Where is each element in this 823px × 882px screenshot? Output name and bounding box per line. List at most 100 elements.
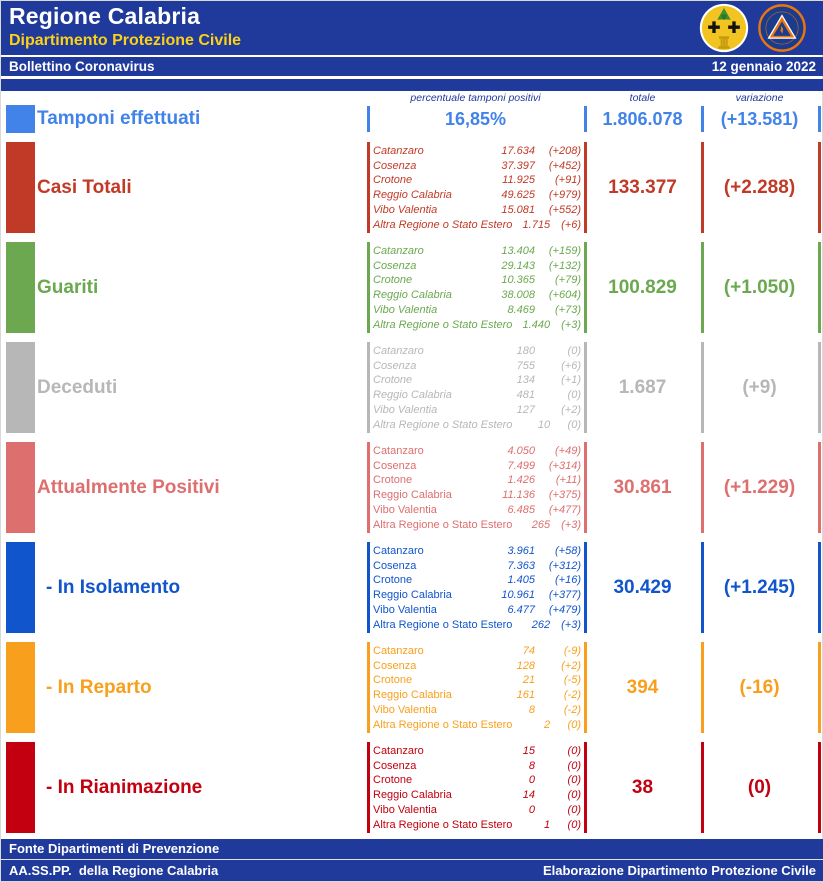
category-variation: (+2.288) bbox=[723, 177, 796, 198]
province-variation: (+3) bbox=[561, 518, 581, 531]
category-color-block bbox=[6, 142, 35, 233]
calabria-region-logo bbox=[699, 3, 749, 53]
province-row: Crotone 1.405 (+16) bbox=[373, 573, 581, 588]
province-name: Cosenza bbox=[373, 659, 417, 672]
province-name: Catanzaro bbox=[373, 345, 424, 357]
province-value: 7.363 bbox=[507, 559, 535, 572]
province-name: Vibo Valentia bbox=[373, 703, 437, 716]
province-name: Cosenza bbox=[373, 259, 417, 272]
category-total: 100.829 bbox=[608, 277, 677, 298]
separator-bar bbox=[818, 242, 821, 333]
separator-bar bbox=[701, 442, 704, 533]
province-variation: (+312) bbox=[548, 559, 581, 572]
province-row: Reggio Calabria 14 (0) bbox=[373, 788, 581, 803]
separator-bar bbox=[584, 742, 587, 833]
separator-bar bbox=[584, 542, 587, 633]
separator-bar bbox=[818, 142, 821, 233]
province-value: 1.440 bbox=[522, 318, 551, 331]
province-value: 8.469 bbox=[507, 303, 535, 316]
province-variation: (+2) bbox=[561, 659, 581, 672]
province-variation: (+375) bbox=[548, 489, 581, 502]
province-value: 6.485 bbox=[507, 503, 535, 516]
province-value: 1.715 bbox=[522, 218, 551, 231]
province-row: Crotone 1.426 (+11) bbox=[373, 473, 581, 488]
province-row: Vibo Valentia 6.485 (+477) bbox=[373, 503, 581, 518]
province-row: Vibo Valentia 0 (0) bbox=[373, 803, 581, 818]
province-row: Catanzaro 13.404 (+159) bbox=[373, 244, 581, 259]
province-row: Vibo Valentia 8.469 (+73) bbox=[373, 303, 581, 318]
separator-bar bbox=[818, 542, 821, 633]
province-row: Altra Regione o Stato Estero 262 (+3) bbox=[373, 618, 581, 633]
province-row: Reggio Calabria 49.625 (+979) bbox=[373, 188, 581, 203]
province-row: Cosenza 7.363 (+312) bbox=[373, 559, 581, 574]
province-value: 15.081 bbox=[501, 203, 535, 216]
province-value: 1.405 bbox=[507, 574, 535, 587]
province-value: 8 bbox=[528, 703, 535, 716]
category-color-block bbox=[6, 442, 35, 533]
province-name: Crotone bbox=[373, 674, 413, 687]
province-name: Crotone bbox=[373, 474, 413, 487]
province-row: Crotone 10.365 (+79) bbox=[373, 273, 581, 288]
header-accent-band bbox=[1, 79, 823, 91]
province-row: Reggio Calabria 481 (0) bbox=[373, 388, 581, 403]
category-row: Casi Totali Catanzaro 17.634 (+208) Cosenza 3… bbox=[1, 142, 823, 233]
province-variation: (+58) bbox=[555, 545, 581, 557]
province-name: Reggio Calabria bbox=[373, 489, 452, 502]
footer-band: Fonte Dipartimenti di Prevenzione AA.SS.… bbox=[1, 839, 823, 881]
tamponi-total-value: 1.806.078 bbox=[602, 109, 683, 129]
category-total: 1.687 bbox=[618, 377, 667, 398]
province-row: Cosenza 8 (0) bbox=[373, 759, 581, 774]
category-color-block bbox=[6, 742, 35, 833]
category-variation: (+9) bbox=[742, 377, 777, 398]
province-row: Catanzaro 180 (0) bbox=[373, 344, 581, 359]
province-row: Vibo Valentia 127 (+2) bbox=[373, 403, 581, 418]
page-title: Regione Calabria bbox=[9, 3, 201, 29]
category-label: - In Reparto bbox=[46, 677, 152, 698]
province-row: Altra Regione o Stato Estero 10 (0) bbox=[373, 418, 581, 433]
province-row: Crotone 0 (0) bbox=[373, 773, 581, 788]
province-name: Altra Regione o Stato Estero bbox=[373, 718, 513, 731]
province-variation: (+1) bbox=[561, 374, 581, 387]
province-name: Reggio Calabria bbox=[373, 589, 452, 602]
province-value: 3.961 bbox=[507, 545, 535, 557]
province-value: 4.050 bbox=[507, 445, 535, 457]
category-total: 394 bbox=[626, 677, 659, 698]
province-value: 49.625 bbox=[501, 189, 535, 202]
province-variation: (+91) bbox=[555, 174, 581, 187]
province-variation: (+132) bbox=[548, 259, 581, 272]
province-row: Altra Regione o Stato Estero 1.440 (+3) bbox=[373, 318, 581, 333]
province-variation: (-2) bbox=[563, 689, 581, 702]
footer-divider bbox=[1, 859, 823, 860]
province-variation: (+208) bbox=[548, 145, 581, 157]
province-row: Reggio Calabria 11.136 (+375) bbox=[373, 488, 581, 503]
footer-source-line2: AA.SS.PP. della Regione Calabria bbox=[9, 863, 219, 878]
separator-bar bbox=[584, 242, 587, 333]
province-value: 38.008 bbox=[501, 289, 535, 302]
province-value: 6.477 bbox=[507, 603, 535, 616]
province-name: Vibo Valentia bbox=[373, 303, 438, 316]
category-label: - In Rianimazione bbox=[46, 777, 203, 798]
province-name: Cosenza bbox=[373, 759, 417, 772]
tamponi-percent-value: 16,85% bbox=[444, 109, 507, 129]
province-row: Vibo Valentia 6.477 (+479) bbox=[373, 603, 581, 618]
category-row: Deceduti Catanzaro 180 (0) Cosenza 755 (+6) Cro… bbox=[1, 342, 823, 433]
province-detail-table: Catanzaro 3.961 (+58) Cosenza 7.363 (+312) Cro… bbox=[373, 544, 581, 632]
province-row: Cosenza 37.397 (+452) bbox=[373, 159, 581, 174]
column-header-total: totale bbox=[629, 92, 656, 104]
province-row: Cosenza 29.143 (+132) bbox=[373, 259, 581, 274]
province-value: 0 bbox=[528, 774, 535, 787]
province-row: Reggio Calabria 161 (-2) bbox=[373, 688, 581, 703]
province-name: Crotone bbox=[373, 174, 413, 187]
province-name: Altra Regione o Stato Estero bbox=[373, 518, 513, 531]
province-row: Vibo Valentia 8 (-2) bbox=[373, 703, 581, 718]
province-detail-table: Catanzaro 17.634 (+208) Cosenza 37.397 (+452)… bbox=[373, 144, 581, 232]
separator-bar bbox=[701, 242, 704, 333]
province-variation: (0) bbox=[567, 745, 581, 757]
province-value: 127 bbox=[516, 403, 535, 416]
province-variation: (+11) bbox=[555, 474, 581, 487]
province-row: Crotone 134 (+1) bbox=[373, 373, 581, 388]
province-value: 10 bbox=[537, 418, 551, 431]
province-name: Altra Regione o Stato Estero bbox=[373, 218, 513, 231]
province-value: 8 bbox=[528, 759, 535, 772]
tamponi-variation-value: (+13.581) bbox=[720, 109, 799, 129]
